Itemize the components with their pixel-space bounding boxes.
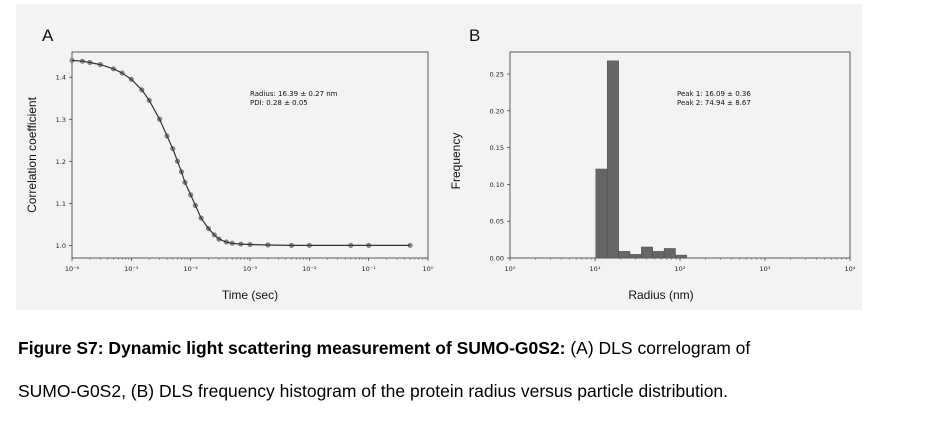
panel-b-y-tick-label: 0.15 — [490, 144, 504, 152]
figure-caption-title: Figure S7: Dynamic light scattering meas… — [18, 338, 566, 358]
panel-b-histogram-bar — [675, 254, 687, 259]
panel-b-y-tick-label: 0.20 — [490, 107, 504, 115]
panel-b-x-tick-label: 10⁰ — [505, 265, 516, 273]
panel-a-y-axis-label: Correlation coefficient — [25, 96, 39, 213]
panel-b-histogram-bar — [641, 246, 653, 259]
panel-a-x-tick-label: 10⁻⁶ — [65, 265, 80, 273]
panel-b-x-axis-label: Radius (nm) — [628, 288, 693, 302]
panel-b-annotation-peak1: Peak 1: 16.09 ± 0.36 — [677, 90, 751, 98]
panel-a-annotation-radius: Radius: 16.39 ± 0.27 nm — [250, 90, 338, 98]
panel-a-y-tick-label: 1.1 — [56, 200, 66, 208]
panel-b-histogram-bar — [652, 251, 665, 259]
panel-a-y-tick-label: 1.2 — [56, 158, 66, 166]
panel-b-label: B — [469, 26, 480, 45]
panel-a-x-ticks: 10⁻⁶ 10⁻⁵ 10⁻⁴ 10⁻³ 10⁻² 10⁻¹ 10⁰ — [65, 258, 434, 273]
panel-b-plot-area — [509, 51, 851, 259]
figure-caption-rest: (A) DLS correlogram of — [565, 338, 751, 358]
panel-b-histogram-bar — [606, 60, 619, 259]
panel-b-chart: B 10⁰ 10¹ 10² 10³ 10⁴ 0.000.050.100.150.200.… — [449, 26, 856, 302]
panel-b-y-ticks: 0.00 0.05 0.10 0.15 0.20 0.25 — [490, 71, 510, 263]
panel-a-fit-line — [71, 59, 411, 246]
panel-b-histogram-bar — [618, 251, 631, 259]
panel-b-x-tick-label: 10³ — [760, 265, 771, 273]
panel-b-x-ticks: 10⁰ 10¹ 10² 10³ 10⁴ — [505, 258, 856, 273]
panel-b-y-tick-label: 0.10 — [490, 181, 504, 189]
panel-a-x-tick-label: 10⁻² — [302, 265, 317, 273]
panel-a-x-tick-label: 10⁻⁴ — [184, 265, 199, 273]
panel-b-y-axis-label: Frequency — [449, 133, 463, 190]
panel-a-x-tick-label: 10⁻³ — [243, 265, 258, 273]
figure-caption-line-1: Figure S7: Dynamic light scattering meas… — [18, 337, 750, 359]
panel-a-x-tick-label: 10⁻⁵ — [124, 265, 139, 273]
panel-a-x-axis-label: Time (sec) — [222, 288, 278, 302]
panel-b-y-tick-label: 0.00 — [490, 255, 504, 263]
panel-b-histogram-bars — [595, 60, 687, 259]
panel-a-annotation-pdi: PDI: 0.28 ± 0.05 — [250, 99, 308, 107]
panel-b-histogram-bar — [629, 254, 642, 259]
panel-b-histogram-bar — [663, 248, 676, 259]
panel-b-histogram-bar — [595, 168, 608, 259]
panel-a-plot-area — [71, 51, 429, 259]
panel-a-y-tick-label: 1.4 — [56, 74, 66, 82]
panel-b-x-tick-label: 10² — [675, 265, 686, 273]
panel-a-x-tick-label: 10⁰ — [423, 265, 434, 273]
panel-b-y-tick-label: 0.05 — [490, 218, 504, 226]
panel-b-x-tick-label: 10⁴ — [845, 265, 856, 273]
panel-a-y-tick-label: 1.0 — [56, 242, 66, 250]
panel-a-chart: A 10⁻⁶ 10⁻⁵ 10⁻⁴ 10⁻³ 10⁻² 10⁻¹ 10⁰ 1.01.11.21… — [25, 26, 434, 302]
panel-b-y-tick-label: 0.25 — [490, 71, 504, 79]
panel-a-y-tick-label: 1.3 — [56, 116, 66, 124]
panel-a-y-ticks: 1.0 1.1 1.2 1.3 1.4 — [56, 74, 72, 250]
panel-b-x-tick-label: 10¹ — [590, 265, 601, 273]
figure-caption-line-2: SUMO-G0S2, (B) DLS frequency histogram o… — [18, 381, 729, 401]
figure-chart-svg: A 10⁻⁶ 10⁻⁵ 10⁻⁴ 10⁻³ 10⁻² 10⁻¹ 10⁰ 1.01.11.21… — [25, 26, 856, 302]
panel-b-annotation-peak2: Peak 2: 74.94 ± 8.67 — [677, 99, 751, 107]
panel-a-x-tick-label: 10⁻¹ — [362, 265, 377, 273]
panel-a-label: A — [42, 26, 54, 45]
